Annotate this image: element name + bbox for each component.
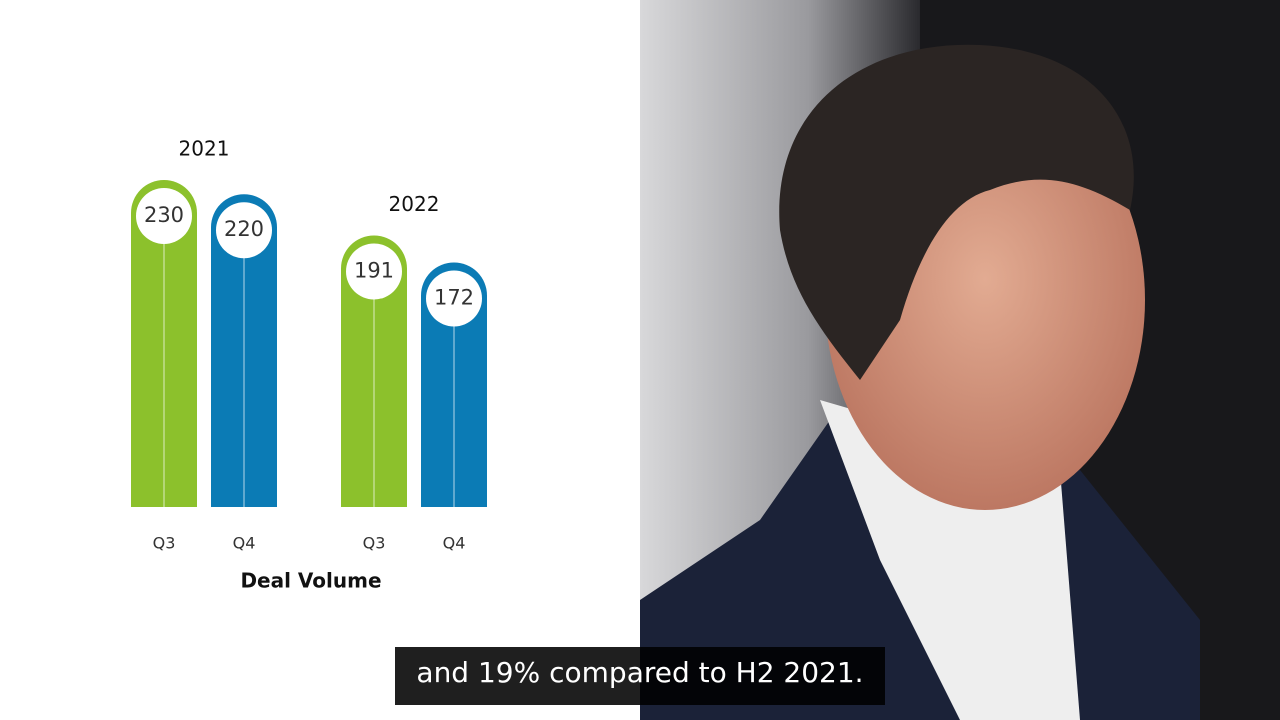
x-tick-label: Q3 xyxy=(363,534,386,553)
subtitle-text: and 19% compared to H2 2021. xyxy=(416,656,863,689)
value-label: 172 xyxy=(434,285,474,309)
subtitle: and 19% compared to H2 2021. xyxy=(395,647,885,705)
speaker-photo xyxy=(640,0,1280,720)
value-badge xyxy=(136,188,192,244)
group-label: 2021 xyxy=(179,137,230,161)
chart-panel xyxy=(0,0,640,720)
x-tick-label: Q3 xyxy=(153,534,176,553)
value-badge xyxy=(426,270,482,327)
subtitle-box xyxy=(395,647,885,705)
chart: Deal Volume 2021 230 Q3 220 Q4 2022 191 Q3 172 Q4 xyxy=(131,137,487,593)
value-badge xyxy=(216,202,272,259)
value-badge xyxy=(346,243,402,300)
group-label: 2022 xyxy=(389,192,440,216)
value-label: 220 xyxy=(224,217,264,241)
x-axis-title: Deal Volume xyxy=(240,569,381,593)
photo-hair xyxy=(779,44,1134,380)
x-tick-label: Q4 xyxy=(233,534,256,553)
value-label: 191 xyxy=(354,258,394,282)
value-label: 230 xyxy=(144,203,184,227)
x-tick-label: Q4 xyxy=(443,534,466,553)
